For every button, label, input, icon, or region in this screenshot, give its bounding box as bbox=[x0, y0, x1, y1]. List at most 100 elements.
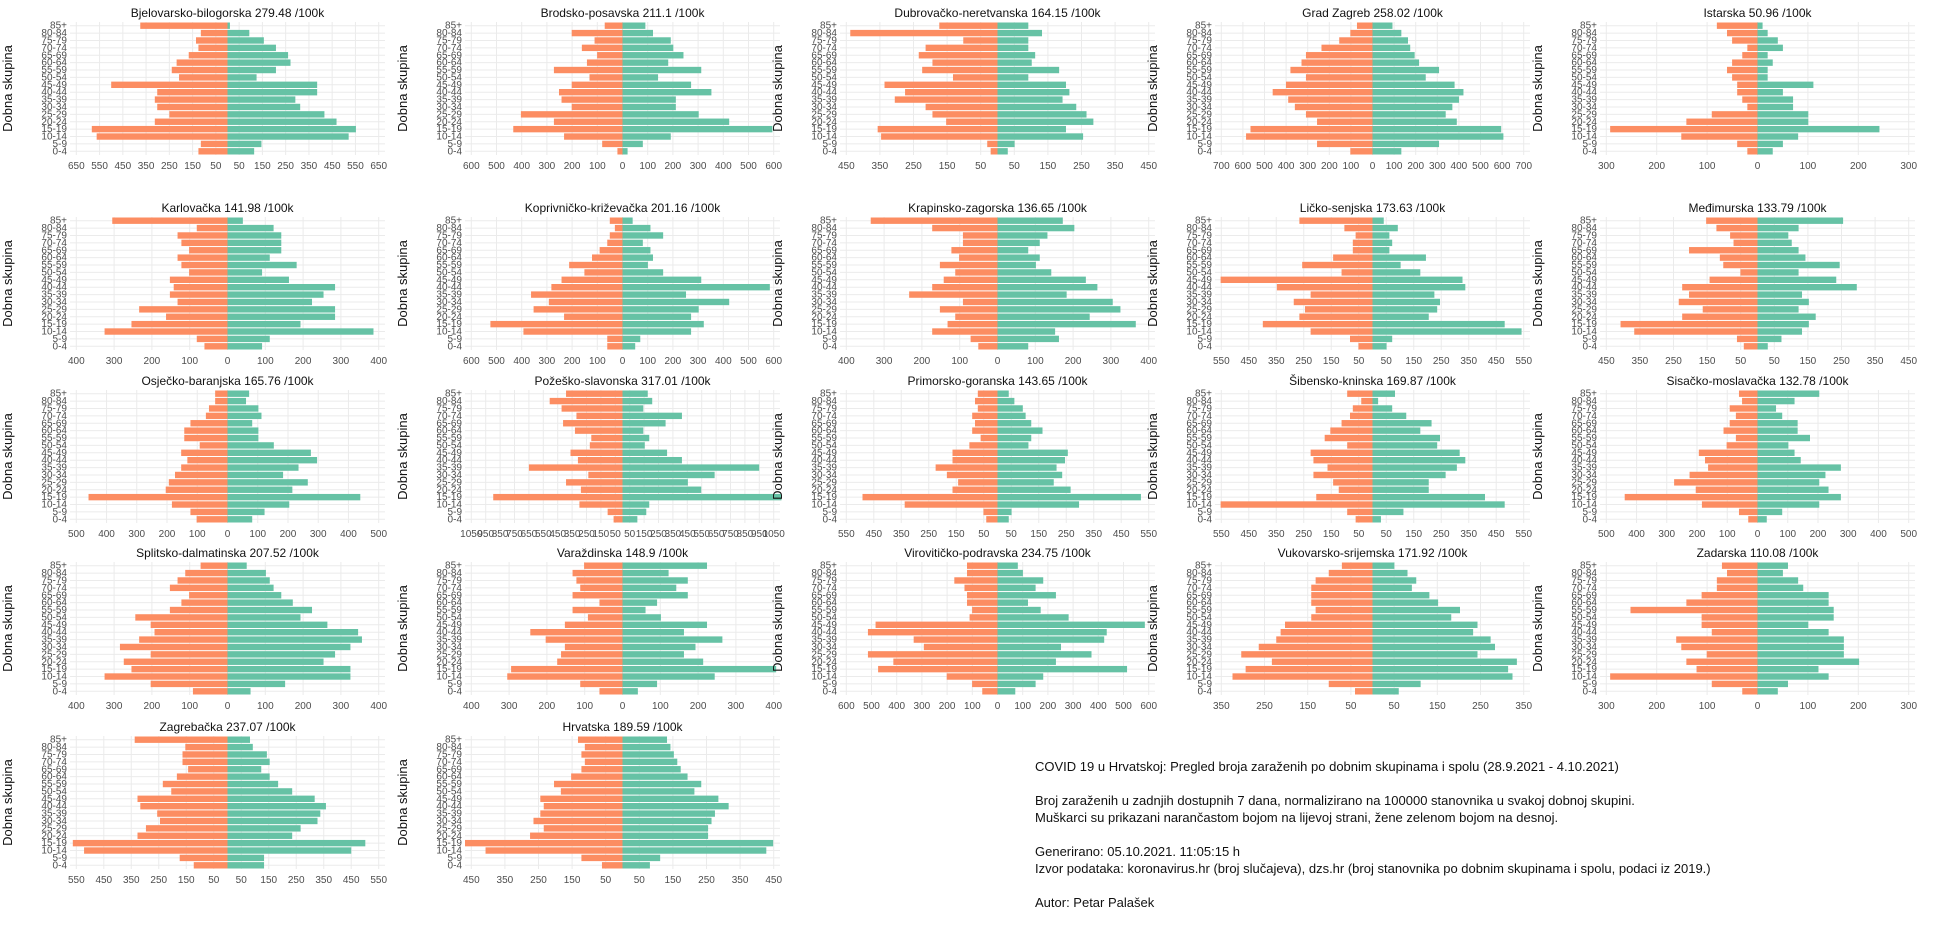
bar-female bbox=[997, 599, 1028, 606]
x-tick-label: 150 bbox=[1800, 356, 1817, 367]
bar-male bbox=[972, 606, 998, 614]
x-tick-label: 150 bbox=[593, 529, 610, 540]
bar-male bbox=[962, 298, 998, 306]
x-tick-label: 50 bbox=[1381, 529, 1393, 540]
age-tick-label: 85+ bbox=[50, 561, 67, 572]
bar-male bbox=[1727, 569, 1758, 577]
bar-male bbox=[171, 501, 228, 508]
x-tick-label: 300 bbox=[1598, 161, 1615, 172]
bar-female bbox=[1757, 479, 1820, 486]
age-tick-label: 15-19 bbox=[41, 492, 67, 503]
bar-female bbox=[227, 788, 293, 795]
bar-male bbox=[884, 81, 998, 88]
bar-male bbox=[513, 125, 623, 133]
age-tick-label: 30-34 bbox=[811, 102, 837, 113]
age-tick-label: 30-34 bbox=[811, 297, 837, 308]
x-tick-label: 150 bbox=[260, 875, 277, 886]
x-tick-label: 150 bbox=[1405, 529, 1422, 540]
x-tick-label: 0 bbox=[995, 701, 1001, 712]
x-tick-label: 150 bbox=[1299, 701, 1316, 712]
bar-female bbox=[997, 397, 1015, 405]
bar-male bbox=[112, 217, 228, 224]
bar-female bbox=[1757, 688, 1778, 695]
bar-male bbox=[1736, 335, 1758, 343]
panel-title: Krapinsko-zagorska 136.65 /100k bbox=[908, 201, 1088, 215]
bar-male bbox=[1716, 224, 1758, 232]
bar-female bbox=[227, 614, 301, 621]
age-tick-label: 55-59 bbox=[436, 605, 462, 616]
bar-female bbox=[227, 81, 318, 88]
age-tick-label: 5-9 bbox=[1198, 507, 1213, 518]
bar-male bbox=[189, 269, 228, 276]
bar-female bbox=[227, 247, 282, 254]
bar-female bbox=[227, 335, 270, 343]
bar-female bbox=[227, 643, 351, 651]
x-tick-label: 350 bbox=[1268, 356, 1285, 367]
bar-male bbox=[1716, 577, 1758, 584]
bar-male bbox=[200, 562, 228, 569]
bar-female bbox=[622, 606, 646, 614]
bar-female bbox=[227, 44, 276, 52]
bar-male bbox=[490, 320, 623, 328]
age-tick-label: 25-29 bbox=[811, 109, 837, 120]
bar-male bbox=[970, 335, 998, 343]
bar-male bbox=[175, 471, 228, 479]
bar-male bbox=[1681, 643, 1758, 651]
bar-female bbox=[997, 261, 1036, 269]
bar-female bbox=[997, 103, 1077, 111]
bar-male bbox=[1352, 247, 1373, 254]
x-tick-label: 450 bbox=[1240, 529, 1257, 540]
bar-female bbox=[997, 658, 1056, 665]
pyramid-panel: Dubrovačko-neretvanska 164.15 /100kDobna… bbox=[770, 6, 1157, 172]
bar-male bbox=[1358, 343, 1373, 350]
age-tick-label: 15-19 bbox=[1571, 319, 1597, 330]
bar-male bbox=[1305, 306, 1373, 313]
bar-male bbox=[540, 810, 623, 817]
age-tick-label: 65-69 bbox=[436, 50, 462, 61]
bar-female bbox=[227, 427, 259, 434]
bar-male bbox=[1327, 464, 1373, 471]
bar-female bbox=[227, 37, 264, 44]
x-tick-label: 300 bbox=[1900, 161, 1917, 172]
x-tick-label: 50 bbox=[1006, 529, 1018, 540]
bar-male bbox=[977, 390, 998, 397]
bar-female bbox=[997, 313, 1090, 320]
age-tick-label: 15-19 bbox=[436, 492, 462, 503]
bar-male bbox=[1311, 614, 1373, 621]
age-tick-label: 10-14 bbox=[1186, 672, 1212, 683]
age-tick-label: 45-49 bbox=[436, 794, 462, 805]
age-tick-label: 45-49 bbox=[1186, 275, 1212, 286]
bar-male bbox=[972, 427, 998, 434]
bar-female bbox=[622, 736, 668, 743]
age-tick-label: 50-54 bbox=[1571, 267, 1597, 278]
bar-male bbox=[952, 74, 998, 81]
bar-female bbox=[622, 59, 669, 66]
bar-female bbox=[1757, 592, 1829, 599]
age-tick-label: 45-49 bbox=[1186, 620, 1212, 631]
bar-male bbox=[1350, 412, 1373, 420]
bar-female bbox=[622, 825, 709, 832]
bar-female bbox=[622, 239, 643, 247]
age-tick-label: 5-9 bbox=[53, 853, 68, 864]
x-tick-label: 250 bbox=[277, 161, 294, 172]
bar-female bbox=[622, 125, 773, 133]
age-tick-label: 50-54 bbox=[1186, 72, 1212, 83]
bar-female bbox=[622, 328, 692, 335]
bar-male bbox=[530, 832, 623, 839]
age-tick-label: 75-79 bbox=[41, 749, 67, 760]
bar-male bbox=[959, 254, 998, 261]
bar-female bbox=[622, 96, 676, 103]
bar-female bbox=[1757, 599, 1829, 606]
bar-female bbox=[622, 688, 638, 695]
bar-female bbox=[1372, 442, 1438, 449]
panel-title: Splitsko-dalmatinska 207.52 /100k bbox=[136, 546, 320, 560]
age-tick-label: 50-54 bbox=[436, 612, 462, 623]
age-tick-label: 10-14 bbox=[811, 672, 837, 683]
x-tick-label: 350 bbox=[665, 529, 682, 540]
bar-female bbox=[997, 89, 1070, 96]
age-tick-label: 85+ bbox=[1195, 561, 1212, 572]
y-axis-label: Dobna skupina bbox=[395, 239, 410, 326]
bar-male bbox=[577, 736, 623, 743]
